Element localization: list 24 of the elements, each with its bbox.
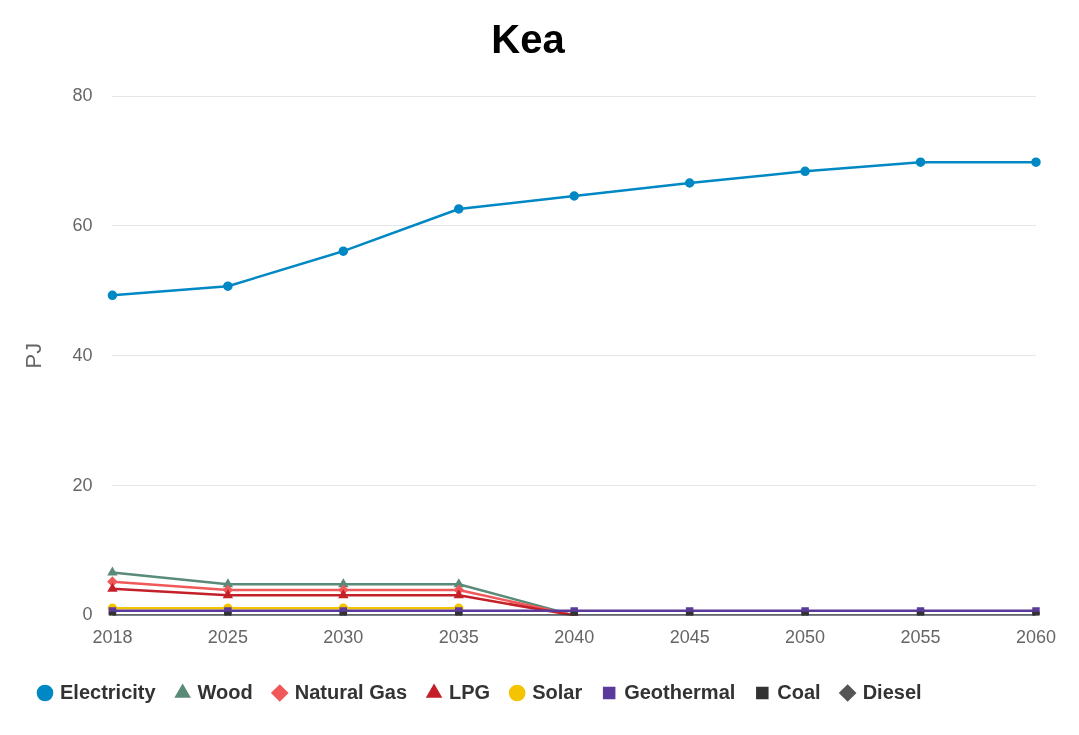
x-tick-label: 2060 [1015,627,1056,648]
legend-label: Natural Gas [294,680,408,703]
x-tick-label: 2025 [207,627,248,648]
x-tick-label: 2050 [785,627,826,648]
chart-title: Kea [491,17,566,62]
x-tick-label: 2040 [554,627,595,648]
y-tick-label: 0 [82,604,93,625]
legend-label: Electricity [60,680,157,703]
legend-label: Coal [777,680,821,703]
x-tick-label: 2035 [438,627,479,648]
legend-label: LPG [449,680,491,703]
y-tick-label: 20 [72,474,93,495]
legend-label: Geothermal [624,680,736,703]
legend-label: Wood [197,680,253,703]
y-axis-title: PJ [21,342,47,369]
legend-label: Diesel [862,680,922,703]
legend-label: Solar [532,680,583,703]
x-tick-label: 2055 [900,627,941,648]
x-tick-label: 2030 [323,627,364,648]
y-tick-label: 60 [72,214,93,235]
y-tick-label: 80 [72,84,93,105]
x-tick-label: 2018 [92,627,133,648]
x-tick-label: 2045 [669,627,710,648]
y-tick-label: 40 [72,344,93,365]
